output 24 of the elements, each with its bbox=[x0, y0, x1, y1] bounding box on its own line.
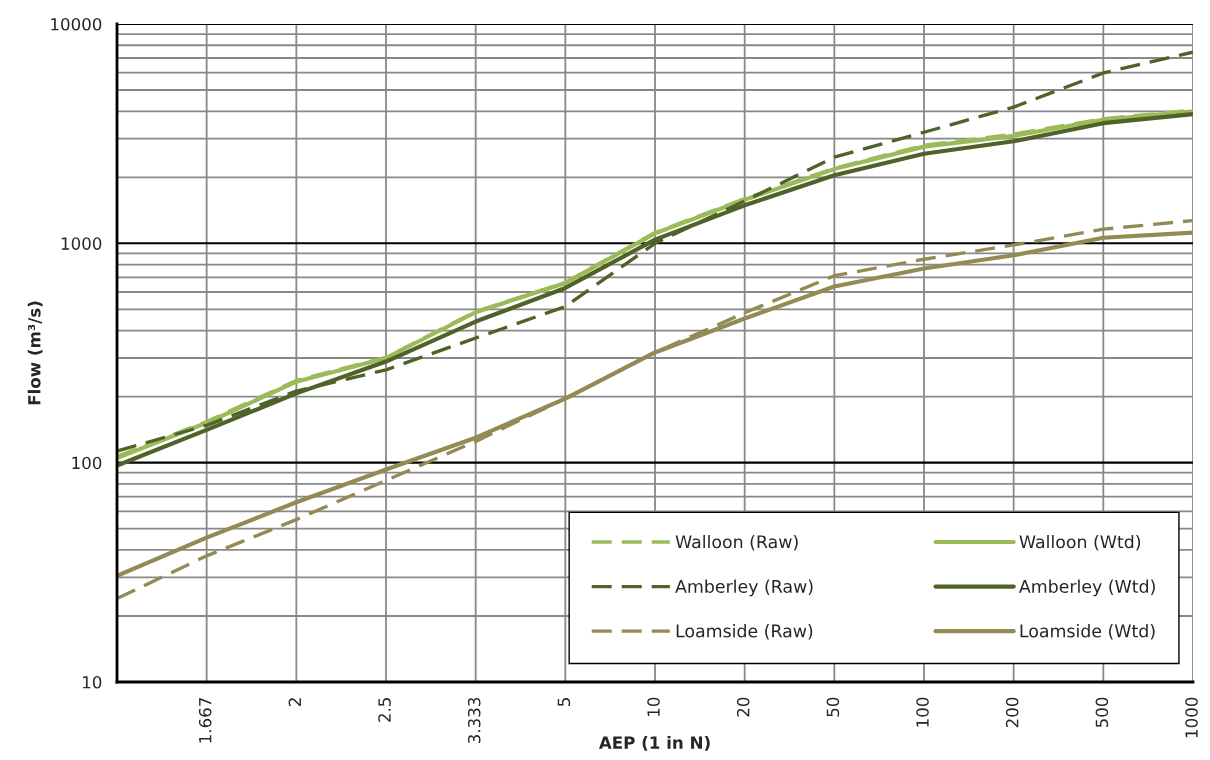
x-tick-label: 1.667 bbox=[198, 698, 212, 743]
x-axis-title: AEP (1 in N) bbox=[598, 735, 710, 751]
legend-label: Amberley (Raw) bbox=[675, 579, 813, 597]
x-tick-label: 200 bbox=[1005, 697, 1019, 728]
x-tick-label: 10 bbox=[647, 697, 660, 716]
y-tick-label: 10 bbox=[83, 675, 102, 689]
y-tick-label: 1000 bbox=[61, 237, 102, 250]
y-tick-label: 100 bbox=[72, 456, 102, 470]
x-tick-label: 1000 bbox=[1185, 697, 1198, 738]
y-tick-label: 10000 bbox=[51, 17, 102, 31]
legend-label: Loamside (Wtd) bbox=[1020, 624, 1155, 640]
x-tick-label: 100 bbox=[916, 697, 929, 727]
x-tick-label: 500 bbox=[1095, 697, 1109, 728]
legend-label: Walloon (Raw) bbox=[675, 534, 798, 551]
legend-label: Amberley (Wtd) bbox=[1019, 579, 1155, 597]
x-tick-label: 3.333 bbox=[467, 697, 481, 744]
x-tick-label: 2.5 bbox=[378, 698, 391, 722]
x-tick-label: 5 bbox=[557, 698, 571, 706]
x-tick-label: 20 bbox=[736, 697, 750, 717]
legend-label: Walloon (Wtd) bbox=[1019, 534, 1141, 551]
x-tick-label: 2 bbox=[288, 698, 301, 706]
x-tick-label: 50 bbox=[826, 697, 840, 717]
legend-label: Loamside (Raw) bbox=[676, 624, 813, 640]
y-axis-title: Flow (m³/s) bbox=[27, 301, 43, 405]
